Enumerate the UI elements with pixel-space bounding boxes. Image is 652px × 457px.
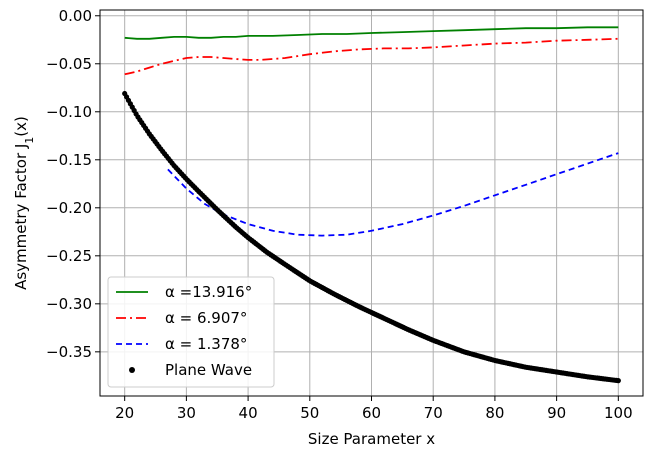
legend-label: α =13.916° <box>165 283 252 301</box>
y-tick-label: −0.30 <box>46 295 92 313</box>
legend: α =13.916° α = 6.907° α = 1.378° Plane Wave <box>107 276 275 388</box>
y-tick-label: −0.25 <box>46 247 92 265</box>
series-line-1 <box>124 37 619 76</box>
legend-label: Plane Wave <box>165 361 252 379</box>
legend-marker <box>129 367 135 373</box>
x-tick-label: 60 <box>362 404 381 422</box>
series-line-2 <box>167 152 619 237</box>
y-tick-label: −0.05 <box>46 55 92 73</box>
x-tick-label: 50 <box>300 404 319 422</box>
grid <box>100 10 643 396</box>
y-ticks: 0.00 −0.05 −0.10 −0.15 −0.20 −0.25 −0.30 −0.35 <box>46 7 100 361</box>
legend-label: α = 6.907° <box>165 309 247 327</box>
y-tick-label: 0.00 <box>59 7 92 25</box>
x-tick-label: 40 <box>239 404 258 422</box>
y-axis-label: Asymmetry Factor J1(x) <box>12 116 36 290</box>
x-tick-label: 30 <box>177 404 196 422</box>
y-axis-label-sub: 1 <box>23 137 36 144</box>
x-tick-label: 70 <box>424 404 443 422</box>
plane-wave-point <box>615 378 621 384</box>
series-group <box>122 26 621 384</box>
x-tick-label: 90 <box>547 404 566 422</box>
y-tick-label: −0.35 <box>46 343 92 361</box>
x-tick-label: 80 <box>485 404 504 422</box>
x-tick-label: 20 <box>115 404 134 422</box>
x-axis-label: Size Parameter x <box>308 430 435 448</box>
y-tick-label: −0.20 <box>46 199 92 217</box>
legend-box <box>107 276 275 388</box>
y-tick-label: −0.15 <box>46 151 92 169</box>
y-axis-label-arg: (x) <box>12 116 30 137</box>
y-axis-label-main: Asymmetry Factor J <box>12 144 30 290</box>
series-line-0 <box>124 26 619 40</box>
x-tick-label: 100 <box>604 404 633 422</box>
legend-label: α = 1.378° <box>165 335 247 353</box>
y-tick-label: −0.10 <box>46 103 92 121</box>
x-ticks: 20 30 40 50 60 70 80 90 100 <box>115 396 633 422</box>
